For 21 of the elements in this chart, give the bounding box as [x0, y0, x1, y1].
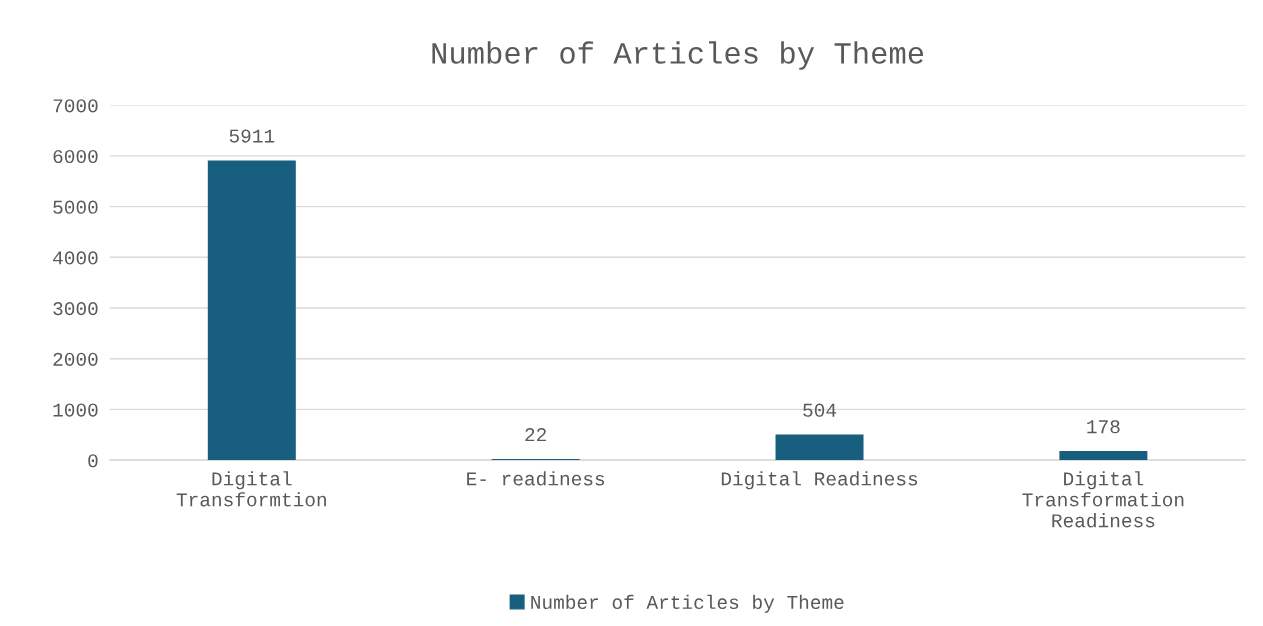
bar [1059, 451, 1148, 461]
y-tick-label: 5000 [53, 200, 98, 214]
x-tick-label: Digital Readiness [721, 471, 918, 490]
data-label: 504 [803, 403, 837, 417]
y-tick-label: 7000 [53, 99, 98, 113]
y-tick-label: 3000 [53, 302, 98, 316]
y-tick-label: 1000 [53, 403, 98, 417]
data-label: 178 [1087, 420, 1120, 434]
y-tick-label: 0 [88, 454, 98, 468]
x-tick-label: Digital Transformtion [176, 471, 326, 507]
y-tick-label: 2000 [53, 352, 98, 366]
legend-label: Number of Articles by Theme [531, 594, 844, 613]
chart-title: Number of Articles by Theme [432, 41, 924, 70]
x-tick-label: Digital Transformation Readiness [1022, 471, 1184, 528]
x-tick-label: E- readiness [467, 471, 605, 486]
data-label: 5911 [229, 129, 275, 143]
y-tick-label: 4000 [53, 251, 98, 265]
y-tick-label: 6000 [53, 149, 98, 164]
bar [775, 434, 864, 461]
data-label: 22 [525, 428, 546, 442]
bar [207, 160, 296, 461]
